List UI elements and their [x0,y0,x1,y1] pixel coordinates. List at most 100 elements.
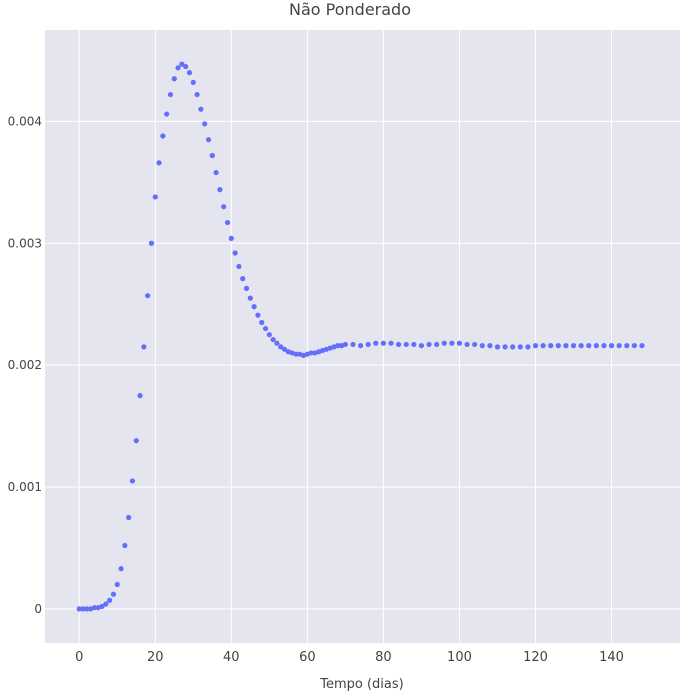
x-tick-label: 120 [523,650,548,665]
data-point [179,61,185,67]
data-point [251,304,257,310]
data-point [133,438,139,444]
y-tick-label: 0.002 [8,358,42,372]
data-point [262,325,269,332]
data-point [259,319,265,326]
data-point [472,341,478,348]
data-point [532,343,539,349]
data-point [103,601,109,607]
y-tick-label: 0.003 [8,236,42,250]
x-axis-ticks: 0 20 40 60 80 100 120 140 [75,650,624,665]
data-point [198,106,204,112]
data-point [110,591,117,597]
data-point [126,514,132,521]
data-point [209,152,215,159]
data-point [608,343,615,349]
data-point [388,340,394,346]
data-point [335,343,341,349]
data-point [171,76,177,82]
data-point [456,340,463,346]
data-point [639,343,645,349]
data-point [441,340,447,346]
plot-area [45,30,680,643]
data-point [540,343,546,349]
data-point [152,194,158,200]
y-tick-label: 0.001 [8,480,42,494]
data-point [164,111,170,117]
data-point [548,343,554,349]
data-point [145,293,151,299]
y-axis-ticks: 0 0.001 0.002 0.003 0.004 [8,114,42,615]
data-point [175,65,181,71]
data-point [350,341,356,348]
data-point [434,341,440,348]
chart-title: Não Ponderado [289,0,411,19]
data-point [426,341,432,348]
data-point [281,346,288,352]
data-point [278,344,284,350]
data-point [122,542,128,549]
data-point [449,340,455,346]
data-point [563,343,569,349]
data-point [510,344,516,350]
data-point [570,343,577,349]
data-point [418,343,425,349]
data-point [357,343,364,349]
data-point [517,344,523,350]
x-tick-label: 0 [75,650,83,665]
x-axis-label: Tempo (dias) [319,677,403,692]
data-point [205,137,212,143]
data-point [403,341,409,348]
data-point [380,340,387,346]
x-tick-label: 60 [299,650,316,665]
data-point [224,219,231,226]
data-point [221,204,227,210]
data-point [487,343,493,349]
data-point [274,340,280,346]
data-point [190,79,196,86]
x-tick-label: 80 [375,650,392,665]
data-point [247,295,253,301]
data-point [624,343,630,349]
data-point [148,240,155,246]
data-point [137,393,143,399]
data-point [308,350,314,356]
x-tick-label: 40 [223,650,240,665]
data-point [601,343,607,349]
data-point [373,340,379,346]
data-point [183,63,189,70]
data-point [525,344,531,350]
y-tick-label: 0.004 [8,114,42,128]
data-point [464,341,470,348]
data-point [266,332,272,338]
data-point [80,606,86,612]
data-point [84,606,90,612]
data-point [270,336,276,343]
data-point [202,121,208,127]
x-tick-label: 140 [599,650,624,665]
data-point [616,343,622,349]
data-point [194,91,200,98]
data-point [160,133,166,139]
data-point [213,169,219,176]
data-point [228,235,234,241]
data-point [99,603,105,610]
data-point [586,343,592,349]
data-point [141,344,147,350]
data-point [114,581,120,588]
data-point [107,597,113,603]
y-tick-label: 0 [34,602,42,616]
data-point [396,341,402,348]
data-point [578,343,584,349]
data-point [293,351,299,357]
data-point [502,344,508,350]
data-point [232,250,238,256]
x-tick-label: 100 [447,650,472,665]
data-point [118,566,124,572]
data-point [342,341,348,348]
data-point [236,263,242,270]
data-point [129,478,136,484]
data-point [91,605,98,611]
data-point [243,285,250,291]
data-point [494,344,501,350]
